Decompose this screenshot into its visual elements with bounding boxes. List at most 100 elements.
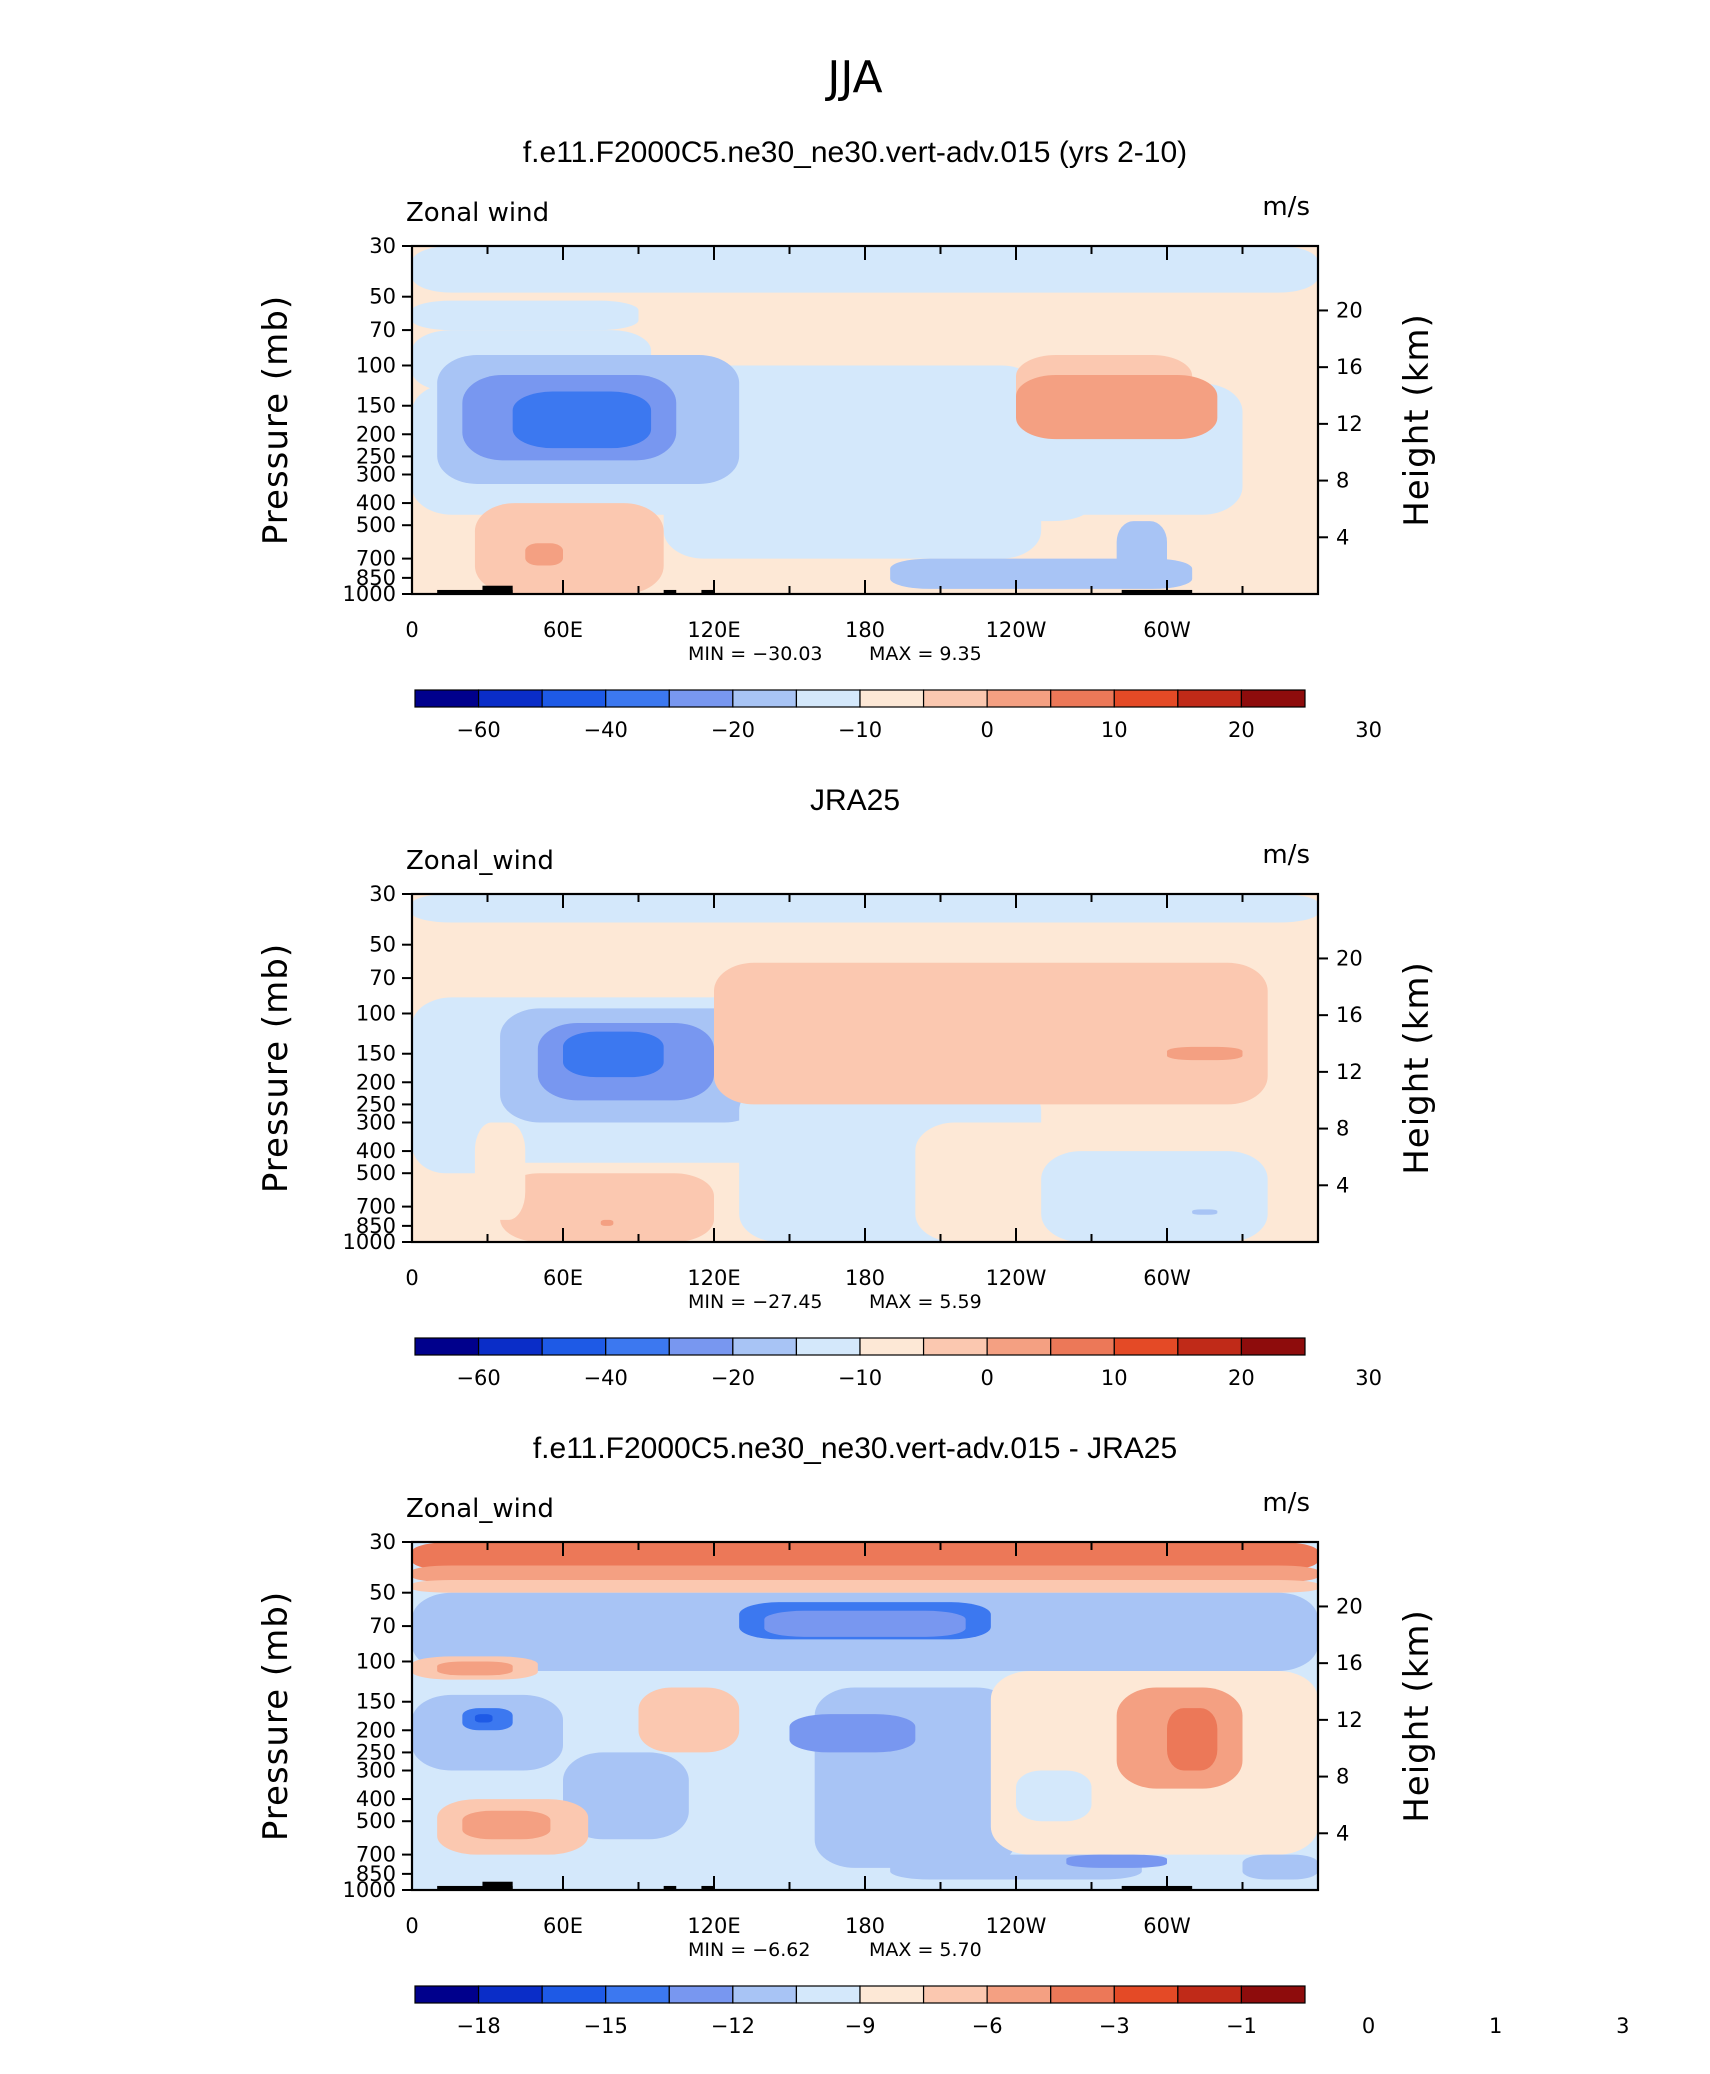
y-tick-label: 100 bbox=[356, 1001, 396, 1025]
colorbar-label: 10 bbox=[1101, 1366, 1128, 1390]
contour-region bbox=[1167, 1708, 1218, 1771]
y-tick-label: 150 bbox=[356, 394, 396, 418]
colorbar-swatch bbox=[477, 689, 543, 708]
colorbar-swatch bbox=[732, 1985, 798, 2004]
contour-region bbox=[638, 1687, 740, 1753]
contour-region bbox=[412, 1580, 1318, 1593]
panel-1: f.e11.F2000C5.ne30_ne30.vert-adv.015 (yr… bbox=[256, 136, 1437, 742]
y-tick-label: 400 bbox=[356, 1787, 396, 1811]
contour-region bbox=[1242, 1854, 1318, 1880]
contour-region bbox=[1016, 374, 1218, 440]
y-right-tick-label: 8 bbox=[1336, 1117, 1349, 1141]
variable-label: Zonal_wind bbox=[406, 1494, 554, 1524]
contour-region bbox=[1066, 1854, 1167, 1868]
colorbar-label: 20 bbox=[1228, 1366, 1255, 1390]
x-tick-label: 60W bbox=[1143, 1914, 1191, 1938]
colorbar-label: −3 bbox=[1099, 2014, 1130, 2038]
x-tick-label: 120E bbox=[687, 1266, 740, 1290]
x-tick-label: 60W bbox=[1143, 618, 1191, 642]
y-tick-label: 1000 bbox=[343, 1230, 396, 1254]
variable-label: Zonal wind bbox=[406, 198, 549, 228]
y-tick-label: 400 bbox=[356, 1139, 396, 1163]
panel-title: f.e11.F2000C5.ne30_ne30.vert-adv.015 - J… bbox=[533, 1432, 1177, 1465]
contour-region bbox=[1192, 1209, 1218, 1215]
topography-mask bbox=[663, 589, 677, 594]
topography-mask bbox=[1121, 1885, 1193, 1890]
colorbar-swatch bbox=[668, 689, 734, 708]
contour-field bbox=[412, 1542, 1318, 1890]
contour-field bbox=[412, 894, 1318, 1242]
y-tick-label: 500 bbox=[356, 513, 396, 537]
colorbar-swatch bbox=[1113, 1337, 1179, 1356]
y-tick-label: 30 bbox=[369, 1530, 396, 1554]
y-tick-label: 700 bbox=[356, 1195, 396, 1219]
min-label: MIN = −30.03 bbox=[688, 643, 823, 665]
contour-region bbox=[437, 1661, 513, 1676]
y-right-tick-label: 20 bbox=[1336, 298, 1363, 322]
contour-region bbox=[714, 962, 1268, 1105]
y-right-axis-title: Height (km) bbox=[1397, 961, 1437, 1175]
colorbar-swatch bbox=[1240, 1985, 1306, 2004]
contour-field bbox=[412, 246, 1318, 594]
contour-region bbox=[474, 1714, 493, 1723]
y-tick-label: 500 bbox=[356, 1161, 396, 1185]
y-right-tick-label: 12 bbox=[1336, 1708, 1363, 1732]
max-label: MAX = 5.59 bbox=[869, 1291, 982, 1313]
contour-region bbox=[1016, 1770, 1092, 1822]
x-tick-label: 60E bbox=[543, 1266, 583, 1290]
colorbar-swatch bbox=[1240, 689, 1306, 708]
y-tick-label: 1000 bbox=[343, 1878, 396, 1902]
y-tick-label: 400 bbox=[356, 491, 396, 515]
colorbar-swatch bbox=[859, 1337, 925, 1356]
y-tick-label: 200 bbox=[356, 1070, 396, 1094]
y-tick-label: 250 bbox=[356, 1740, 396, 1764]
colorbar-swatch bbox=[605, 1985, 670, 2004]
y-tick-label: 200 bbox=[356, 1718, 396, 1742]
colorbar-label: 1 bbox=[1489, 2014, 1502, 2038]
colorbar-swatch bbox=[541, 1337, 607, 1356]
colorbar-swatch bbox=[605, 689, 670, 708]
contour-region bbox=[890, 558, 1193, 589]
colorbar-swatch bbox=[414, 689, 480, 708]
colorbar-swatch bbox=[859, 689, 925, 708]
colorbar-swatch bbox=[414, 1337, 480, 1356]
max-label: MAX = 9.35 bbox=[869, 643, 982, 665]
colorbar: −60 −40 −20 −10 0 10 20 30 bbox=[414, 1337, 1382, 1390]
min-label: MIN = −27.45 bbox=[688, 1291, 823, 1313]
colorbar-label: 0 bbox=[980, 1366, 993, 1390]
y-tick-label: 30 bbox=[369, 882, 396, 906]
contour-region bbox=[462, 1810, 551, 1840]
colorbar-label: −18 bbox=[456, 2014, 500, 2038]
colorbar-label: −40 bbox=[584, 1366, 628, 1390]
colorbar-swatch bbox=[986, 1985, 1052, 2004]
colorbar-swatch bbox=[732, 1337, 798, 1356]
figure-title: JJA bbox=[824, 52, 882, 103]
colorbar-swatch bbox=[795, 1337, 861, 1356]
x-tick-label: 120E bbox=[687, 1914, 740, 1938]
colorbar-label: −6 bbox=[972, 2014, 1003, 2038]
colorbar-label: 3 bbox=[1616, 2014, 1629, 2038]
colorbar-label: −40 bbox=[584, 718, 628, 742]
y-right-axis-title: Height (km) bbox=[1397, 1609, 1437, 1823]
colorbar-swatch bbox=[1050, 689, 1115, 708]
colorbar-label: −10 bbox=[838, 1366, 882, 1390]
topography-mask bbox=[482, 1881, 513, 1890]
x-tick-label: 120W bbox=[986, 1914, 1047, 1938]
y-tick-label: 300 bbox=[356, 1759, 396, 1783]
y-right-tick-label: 12 bbox=[1336, 412, 1363, 436]
y-tick-label: 30 bbox=[369, 234, 396, 258]
colorbar-label: 10 bbox=[1101, 718, 1128, 742]
x-tick-label: 60W bbox=[1143, 1266, 1191, 1290]
x-tick-label: 120E bbox=[687, 618, 740, 642]
y-tick-label: 50 bbox=[369, 285, 396, 309]
contour-region bbox=[474, 1122, 526, 1220]
x-tick-label: 60E bbox=[543, 618, 583, 642]
units-label: m/s bbox=[1262, 1488, 1310, 1518]
y-tick-label: 700 bbox=[356, 1843, 396, 1867]
colorbar-swatch bbox=[986, 1337, 1052, 1356]
y-right-tick-label: 20 bbox=[1336, 1594, 1363, 1618]
panel-title: JRA25 bbox=[810, 784, 900, 817]
topography-mask bbox=[701, 1885, 714, 1890]
colorbar-swatch bbox=[1177, 1337, 1243, 1356]
colorbar-swatch bbox=[922, 1337, 988, 1356]
